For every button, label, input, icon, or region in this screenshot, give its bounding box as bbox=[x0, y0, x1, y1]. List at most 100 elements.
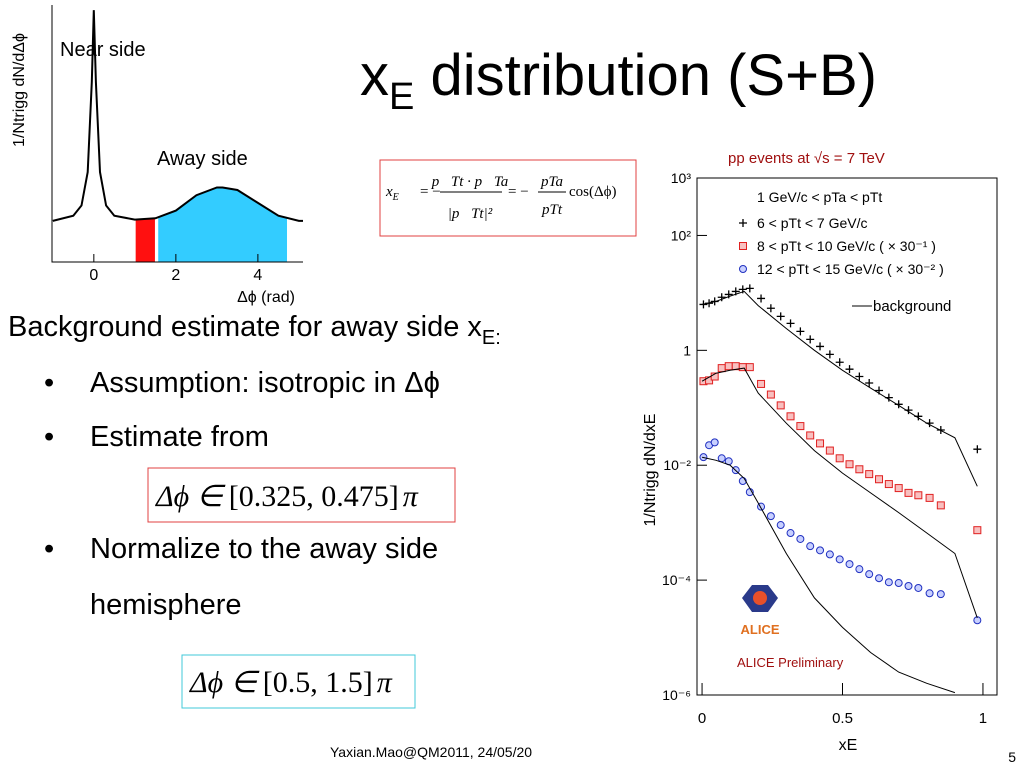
marker bbox=[894, 579, 903, 588]
background-line bbox=[701, 367, 978, 619]
curve bbox=[52, 10, 303, 222]
formula-box bbox=[147, 467, 456, 523]
marker bbox=[745, 284, 754, 293]
axes bbox=[51, 5, 303, 263]
legend-marker bbox=[739, 265, 747, 273]
intro-sub: E: bbox=[482, 327, 501, 349]
intro-text: Background estimate for away side x bbox=[8, 311, 482, 343]
marker bbox=[766, 304, 775, 313]
marker bbox=[914, 583, 923, 592]
marker bbox=[973, 445, 982, 454]
marker bbox=[757, 294, 766, 303]
formula1: xE = − p⃗Tt · p⃗Ta |p⃗Tt|² = − pTa pTt c… bbox=[385, 174, 617, 222]
formula-lhs: xE bbox=[385, 184, 399, 203]
marker bbox=[776, 312, 785, 321]
marker bbox=[766, 512, 775, 521]
marker bbox=[835, 358, 844, 367]
marker bbox=[835, 555, 844, 564]
marker bbox=[904, 488, 913, 497]
bullet: Normalize to the away side bbox=[90, 533, 438, 565]
y-tick-label: 1 bbox=[683, 342, 691, 358]
legend-marker bbox=[739, 219, 747, 227]
marker bbox=[835, 454, 844, 463]
marker bbox=[816, 342, 825, 351]
background-line bbox=[701, 456, 956, 694]
marker bbox=[855, 372, 864, 381]
marker bbox=[757, 379, 766, 388]
marker bbox=[875, 574, 884, 583]
legend-marker bbox=[739, 242, 747, 250]
marker bbox=[855, 465, 864, 474]
formula-rhs: cos(Δϕ) bbox=[569, 184, 617, 200]
marker bbox=[845, 560, 854, 569]
marker bbox=[816, 546, 825, 555]
marker bbox=[724, 362, 733, 371]
f-rhs: π bbox=[403, 480, 419, 513]
f-lhs: Δϕ ∈ bbox=[155, 480, 226, 513]
marker bbox=[796, 422, 805, 431]
chart-title: pp events at √s = 7 TeV bbox=[728, 150, 885, 167]
legend-label: 6 < pTt < 7 GeV/c bbox=[757, 215, 868, 231]
x-tick-label: 4 bbox=[253, 267, 262, 284]
x-tick-label: 0.5 bbox=[832, 710, 853, 727]
bullet: hemisphere bbox=[90, 589, 242, 621]
x-tick-label: 0 bbox=[698, 710, 706, 727]
marker bbox=[745, 363, 754, 372]
formula-den: pTt bbox=[541, 202, 563, 218]
bullet-dot: • bbox=[44, 533, 54, 565]
bullet: Estimate from bbox=[90, 421, 269, 453]
legend-label: 12 < pTt < 15 GeV/c ( × 30⁻² ) bbox=[757, 261, 944, 277]
marker bbox=[925, 589, 934, 598]
marker bbox=[865, 378, 874, 387]
marker bbox=[845, 365, 854, 374]
marker bbox=[884, 480, 893, 489]
intro: Background estimate for away side xE: bbox=[8, 311, 501, 349]
marker bbox=[884, 578, 893, 587]
legend-label: 8 < pTt < 10 GeV/c ( × 30⁻¹ ) bbox=[757, 238, 936, 254]
marker bbox=[825, 550, 834, 559]
slide-title: xE distribution (S+B) bbox=[360, 43, 877, 118]
plot-frame bbox=[696, 177, 998, 696]
marker bbox=[766, 390, 775, 399]
formula-box bbox=[379, 159, 637, 237]
marker bbox=[936, 590, 945, 599]
marker bbox=[776, 401, 785, 410]
logo: ALICE bbox=[741, 585, 780, 637]
marker bbox=[796, 534, 805, 543]
f-lhs: Δϕ ∈ bbox=[189, 666, 260, 699]
formula-eq: = − bbox=[508, 184, 529, 200]
logo-text: ALICE bbox=[741, 622, 780, 637]
logo-core bbox=[753, 591, 767, 605]
x-tick-label: 1 bbox=[979, 710, 987, 727]
marker bbox=[806, 431, 815, 440]
f-rhs: π bbox=[377, 666, 393, 699]
marker bbox=[717, 293, 726, 302]
marker bbox=[936, 501, 945, 510]
y-tick-label: 10⁻² bbox=[663, 457, 691, 473]
marker bbox=[973, 526, 982, 535]
y-tick-label: 10⁻⁴ bbox=[662, 572, 691, 588]
marker bbox=[786, 412, 795, 421]
shaded-region bbox=[135, 218, 155, 262]
annotation: Away side bbox=[157, 148, 248, 170]
marker bbox=[855, 565, 864, 574]
x-axis-label: xE bbox=[839, 737, 858, 754]
x-tick-label: 2 bbox=[171, 267, 180, 284]
marker bbox=[717, 364, 726, 373]
marker bbox=[710, 438, 719, 447]
formula3: Δϕ ∈ [0.5, 1.5] π bbox=[189, 666, 393, 699]
background-line bbox=[701, 290, 978, 487]
bullet: Assumption: isotropic in Δϕ bbox=[90, 367, 440, 399]
marker bbox=[717, 454, 726, 463]
marker bbox=[825, 446, 834, 455]
marker bbox=[776, 521, 785, 530]
marker bbox=[806, 335, 815, 344]
y-tick-label: 10² bbox=[671, 227, 692, 243]
formula-den: |p⃗Tt|² bbox=[448, 206, 493, 222]
marker bbox=[816, 439, 825, 448]
formula-box bbox=[181, 654, 416, 709]
marker bbox=[865, 470, 874, 479]
marker bbox=[845, 460, 854, 469]
x-tick-label: 0 bbox=[89, 267, 98, 284]
